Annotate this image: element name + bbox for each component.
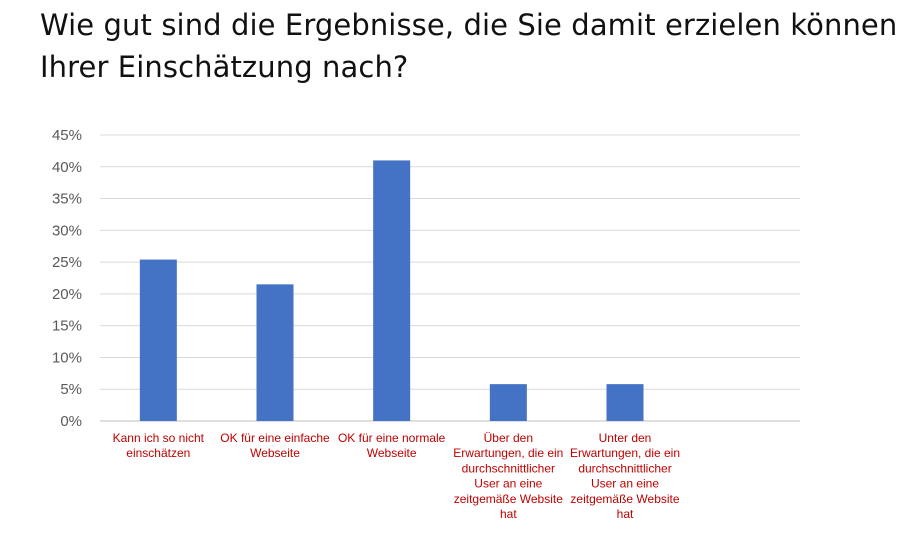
x-tick-label: Kann ich so nicht einschätzen: [113, 431, 205, 460]
y-tick-label: 0%: [60, 413, 82, 430]
y-tick-label: 35%: [52, 191, 82, 208]
y-tick-label: 20%: [52, 286, 82, 303]
bar: [256, 284, 294, 421]
bar: [139, 259, 177, 421]
y-tick-label: 10%: [52, 349, 82, 366]
x-tick-label: OK für eine normale Webseite: [338, 431, 446, 460]
x-tick-label: OK für eine einfache Webseite: [220, 431, 330, 460]
y-tick-label: 40%: [52, 159, 82, 176]
page-title: Wie gut sind die Ergebnisse, die Sie dam…: [40, 8, 898, 84]
bar: [606, 384, 644, 421]
y-tick-label: 30%: [52, 222, 82, 239]
x-tick-label: Über den Erwartungen, die ein durchschnitt…: [453, 431, 563, 521]
x-tick-label: Unter den Erwartungen, die ein durchschnit…: [570, 431, 680, 521]
bar: [373, 160, 411, 421]
bar: [489, 384, 527, 421]
y-tick-label: 5%: [60, 381, 82, 398]
y-tick-label: 25%: [52, 254, 82, 271]
y-tick-label: 45%: [52, 127, 82, 144]
y-tick-label: 15%: [52, 318, 82, 335]
